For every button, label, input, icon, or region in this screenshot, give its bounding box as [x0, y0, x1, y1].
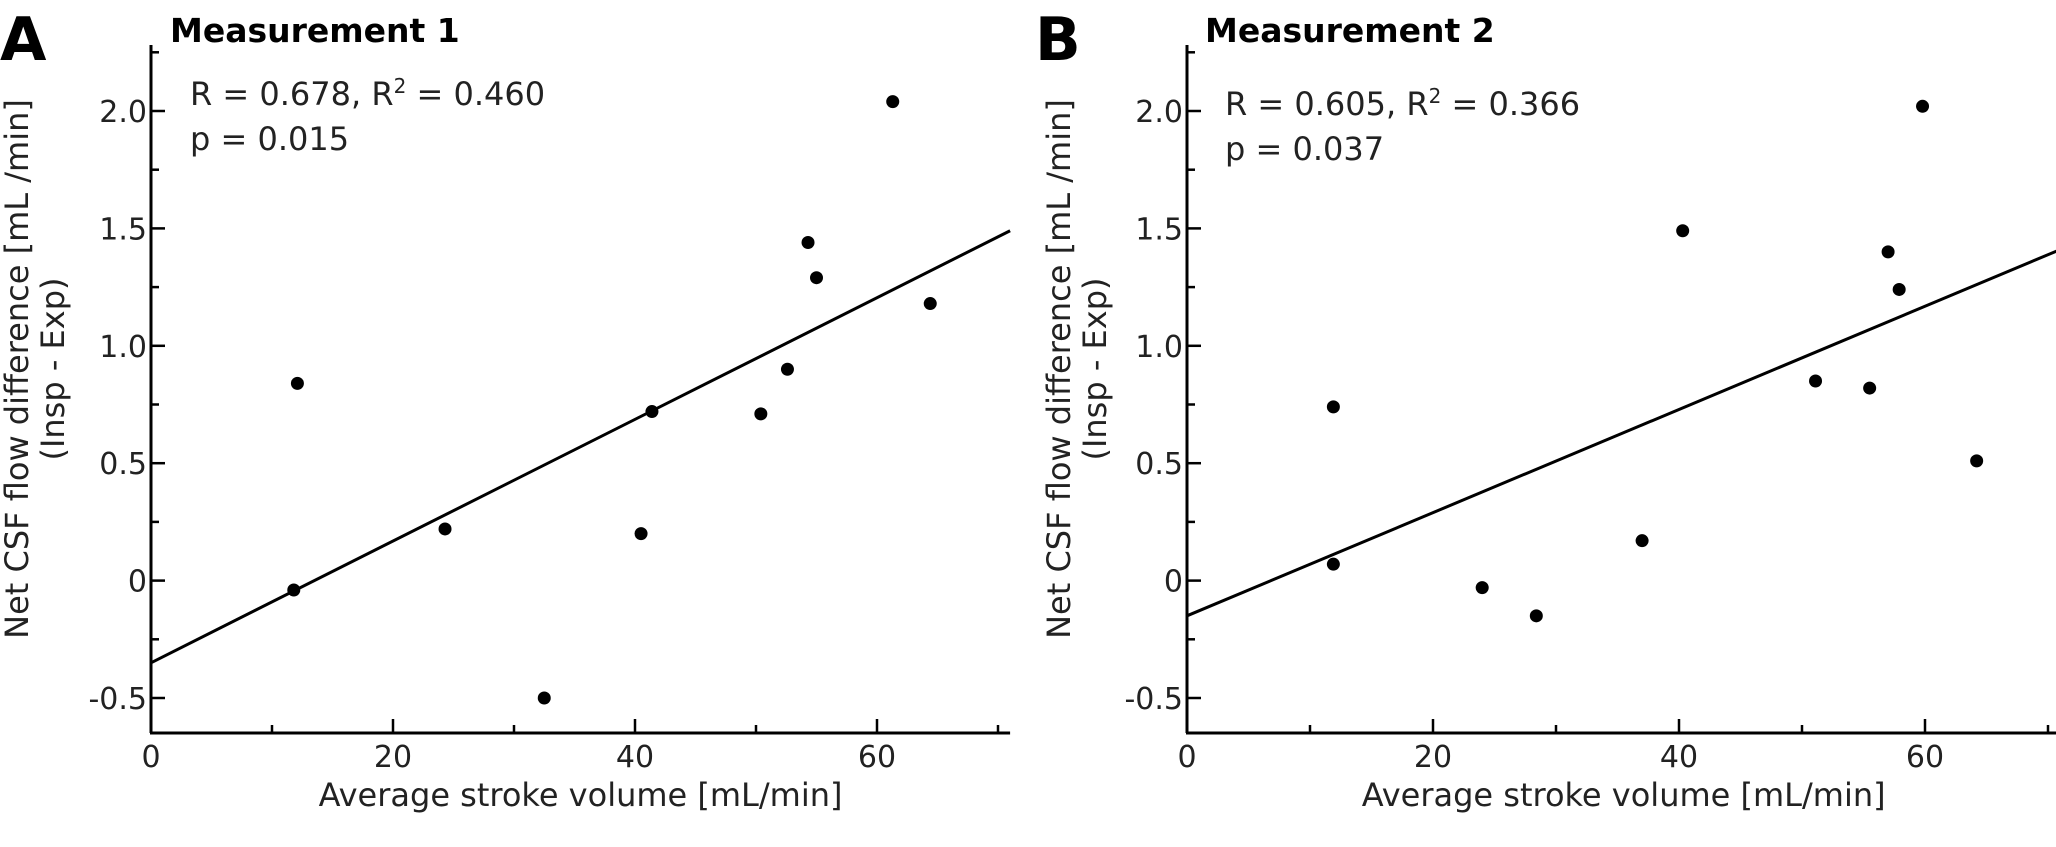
panel-a-y-tick-label: 1.5 [99, 212, 147, 247]
panel-a-y-tick-label: 2.0 [99, 95, 147, 130]
panel-a-stats-r: R = 0.678, R2 = 0.460 [190, 74, 545, 113]
panel-a-x-tick-label: 0 [141, 740, 160, 775]
panel-b-y-axis-label-sub: (Insp - Exp) [1076, 277, 1114, 460]
panel-b-letter: B [1035, 5, 1081, 75]
panel-b: -0.5 0 0.5 1.0 1.5 2.0 0 20 40 60 Average stroke v… [1035, 5, 2056, 814]
panel-b-data-point [1881, 245, 1895, 259]
panel-b-data-point [1809, 374, 1823, 388]
panel-b-fit-line [1186, 249, 2056, 618]
panel-a-data-point [754, 407, 768, 421]
panel-a-y-tick-label: 0 [128, 565, 147, 600]
panel-a-data-point [810, 271, 823, 285]
panel-a-data-point [290, 376, 304, 390]
panel-b-title: Measurement 2 [1205, 11, 1495, 50]
panel-b-x-tick-label: 0 [1177, 740, 1196, 775]
panel-b-data-point [1863, 381, 1877, 395]
panel-b-y-tick-label: 1.5 [1135, 212, 1183, 247]
panel-b-data-point [1892, 282, 1906, 296]
panel-b-data-point [1970, 454, 1984, 468]
panel-b-y-tick-label: 1.0 [1135, 330, 1183, 365]
panel-a-x-tick-label: 20 [374, 740, 412, 775]
panel-b-data-point [1676, 224, 1690, 238]
panel-a-data-point [923, 297, 937, 311]
panel-a-data-point [438, 522, 452, 536]
panel-b-stats-p: p = 0.037 [1225, 130, 1384, 168]
panel-b-data-point [1326, 400, 1340, 414]
panel-b-data-point [1529, 609, 1543, 623]
panel-a-y-tick-label: 1.0 [99, 330, 147, 365]
panel-b-y-tick-label: 0.5 [1135, 447, 1183, 482]
panel-a-data-point [634, 527, 648, 541]
panel-a-stats-p: p = 0.015 [190, 120, 349, 158]
panel-a-data-point [801, 235, 815, 249]
panel-a-y-axis-label: Net CSF flow difference [mL /min] [0, 99, 36, 639]
panel-a-x-tick-label: 40 [616, 740, 654, 775]
panel-b-x-axis-label: Average stroke volume [mL/min] [1362, 776, 1886, 814]
panel-a-x-axis-label: Average stroke volume [mL/min] [319, 776, 843, 814]
panel-a-fit-line [150, 229, 1011, 665]
panel-b-y-tick-label: 2.0 [1135, 95, 1183, 130]
panel-b-y-tick-label: 0 [1164, 565, 1183, 600]
panel-b-data-point [1916, 99, 1930, 113]
panel-b-x-tick-label: 60 [1906, 740, 1944, 775]
panel-a-data-point [645, 405, 659, 419]
panel-b-data-point [1635, 534, 1649, 548]
panel-b-data-point [1475, 581, 1489, 595]
panel-b-x-tick-label: 20 [1414, 740, 1452, 775]
panel-a-data-point [287, 583, 301, 597]
panel-a-data-point [780, 362, 794, 376]
panel-a-data-point [537, 691, 551, 705]
panel-a-y-tick-label: -0.5 [88, 682, 147, 717]
panel-a-title: Measurement 1 [170, 11, 460, 50]
panel-b-data-point [1326, 557, 1340, 571]
panel-a-y-axis-label-sub: (Insp - Exp) [34, 277, 72, 460]
panel-b-stats-r: R = 0.605, R2 = 0.366 [1225, 84, 1580, 123]
panel-a-letter: A [0, 5, 47, 75]
panel-b-y-tick-label: -0.5 [1124, 682, 1183, 717]
panel-a: -0.5 0 0.5 1.0 1.5 2.0 0 20 40 60 Average stroke v… [0, 5, 1011, 814]
panel-b-y-axis-label: Net CSF flow difference [mL /min] [1040, 99, 1078, 639]
panel-a-x-tick-label: 60 [858, 740, 896, 775]
panel-b-x-tick-label: 40 [1660, 740, 1698, 775]
panel-a-data-point [886, 95, 900, 109]
panel-a-y-tick-label: 0.5 [99, 447, 147, 482]
